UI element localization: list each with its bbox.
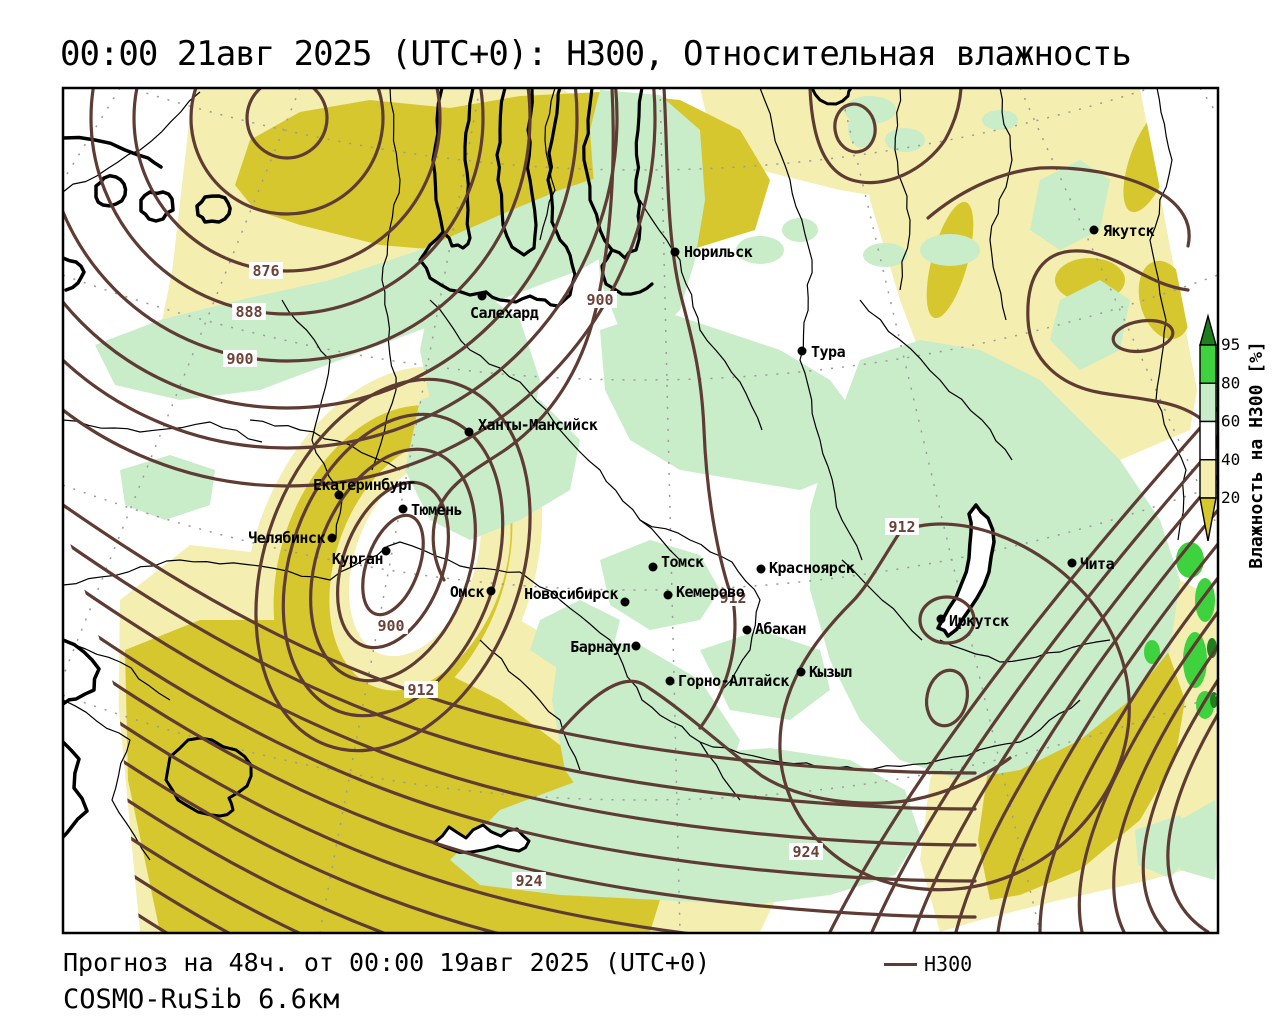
city-label: Иркутск: [949, 612, 1009, 630]
city-dot: [381, 546, 391, 556]
contour-legend-line: [884, 962, 917, 966]
city-label: Якутск: [1103, 222, 1155, 240]
colorbar-segment: [1199, 382, 1217, 423]
colorbar-segment: [1199, 459, 1217, 499]
city-label: Тюмень: [411, 501, 462, 519]
contour-label: 900: [226, 350, 253, 368]
contour-lines-layer: [63, 88, 1218, 932]
city-label: Салехард: [470, 304, 539, 322]
contour-label-box: [789, 843, 823, 860]
colorbar-segment: [1199, 344, 1217, 384]
city-label: Ханты-Мансийск: [478, 416, 598, 434]
city-label: Екатеринбург: [313, 476, 415, 494]
colorbar-tick-label: 80: [1221, 373, 1240, 392]
colorbar-axis-label: Влажность на H300 [%]: [1246, 341, 1267, 569]
city-dot: [756, 564, 766, 574]
city-label: Омск: [450, 583, 485, 601]
city-dot: [486, 586, 496, 596]
colorbar-arrow-down: [1199, 497, 1217, 542]
contour-label-box: [223, 350, 257, 367]
colorbar-arrow-up: [1199, 313, 1217, 346]
contour-label: 900: [377, 617, 404, 635]
contour-label-box: [583, 291, 617, 308]
page-title: 00:00 21авг 2025 (UTC+0): H300, Относите…: [60, 34, 1132, 74]
city-dot: [670, 247, 680, 257]
city-dot: [327, 533, 337, 543]
humidity-fill-layer: [95, 88, 1218, 932]
city-label: Новосибирск: [524, 585, 618, 603]
contour-label-box: [512, 872, 546, 889]
city-label: Горно-Алтайск: [678, 672, 789, 690]
contour-label-box: [716, 589, 750, 606]
city-dot: [1089, 225, 1099, 235]
contour-label: 912: [719, 589, 746, 607]
city-dot: [742, 625, 752, 635]
city-dot: [1067, 558, 1077, 568]
city-label: Курган: [332, 550, 383, 568]
city-dot: [936, 614, 946, 624]
city-dot: [663, 590, 673, 600]
contour-label: 876: [252, 262, 279, 280]
coastline-layer: [63, 88, 996, 854]
city-label: Чита: [1080, 555, 1115, 573]
city-dot: [398, 504, 408, 514]
contour-label: 912: [888, 518, 915, 536]
city-label: Норильск: [684, 243, 753, 261]
city-label: Кемерово: [676, 583, 745, 601]
contour-label-box: [249, 262, 283, 279]
city-markers-layer: Норильск Салехард Тура Якутск Ханты-Мансийск…: [248, 222, 1155, 690]
city-dot: [796, 667, 806, 677]
city-label: Барнаул: [570, 638, 630, 656]
contour-label-box: [374, 617, 408, 634]
city-dot: [648, 562, 658, 572]
city-label: Челябинск: [248, 529, 325, 547]
city-dot: [665, 676, 675, 686]
contour-label: 924: [792, 843, 819, 861]
colorbar-tick-label: 60: [1221, 412, 1240, 431]
contour-label-box: [404, 681, 438, 698]
contour-legend: H300: [884, 952, 972, 976]
city-dot: [797, 346, 807, 356]
city-label: Кызыл: [809, 663, 852, 681]
model-caption: COSMO-RuSib 6.6км: [63, 984, 340, 1015]
colorbar-tick-label: 40: [1221, 450, 1240, 469]
colorbar-tick-label: 95: [1221, 335, 1240, 354]
forecast-caption: Прогноз на 48ч. от 00:00 19авг 2025 (UTC…: [63, 948, 711, 977]
colorbar-segment: [1199, 420, 1217, 461]
city-dot: [620, 597, 630, 607]
city-dot: [631, 641, 641, 651]
contour-labels-layer: 876 888 900 900 900 912 912 912 924 924: [223, 262, 919, 890]
contour-label: 900: [586, 291, 613, 309]
city-dot: [477, 291, 487, 301]
city-label: Томск: [661, 553, 704, 571]
contour-label-box: [885, 518, 919, 535]
contour-label-box: [232, 303, 266, 320]
city-label: Абакан: [755, 620, 806, 638]
contour-label: 888: [235, 303, 262, 321]
map-border: [61, 86, 1220, 935]
colorbar: 95 80 60 40 20: [1199, 313, 1240, 542]
contour-legend-label: H300: [924, 952, 973, 976]
city-dot: [464, 427, 474, 437]
contour-label: 924: [515, 872, 542, 890]
city-dot: [334, 490, 344, 500]
contour-label: 912: [407, 681, 434, 699]
city-label: Красноярск: [769, 559, 855, 577]
colorbar-tick-label: 20: [1221, 488, 1240, 507]
city-label: Тура: [811, 343, 846, 361]
